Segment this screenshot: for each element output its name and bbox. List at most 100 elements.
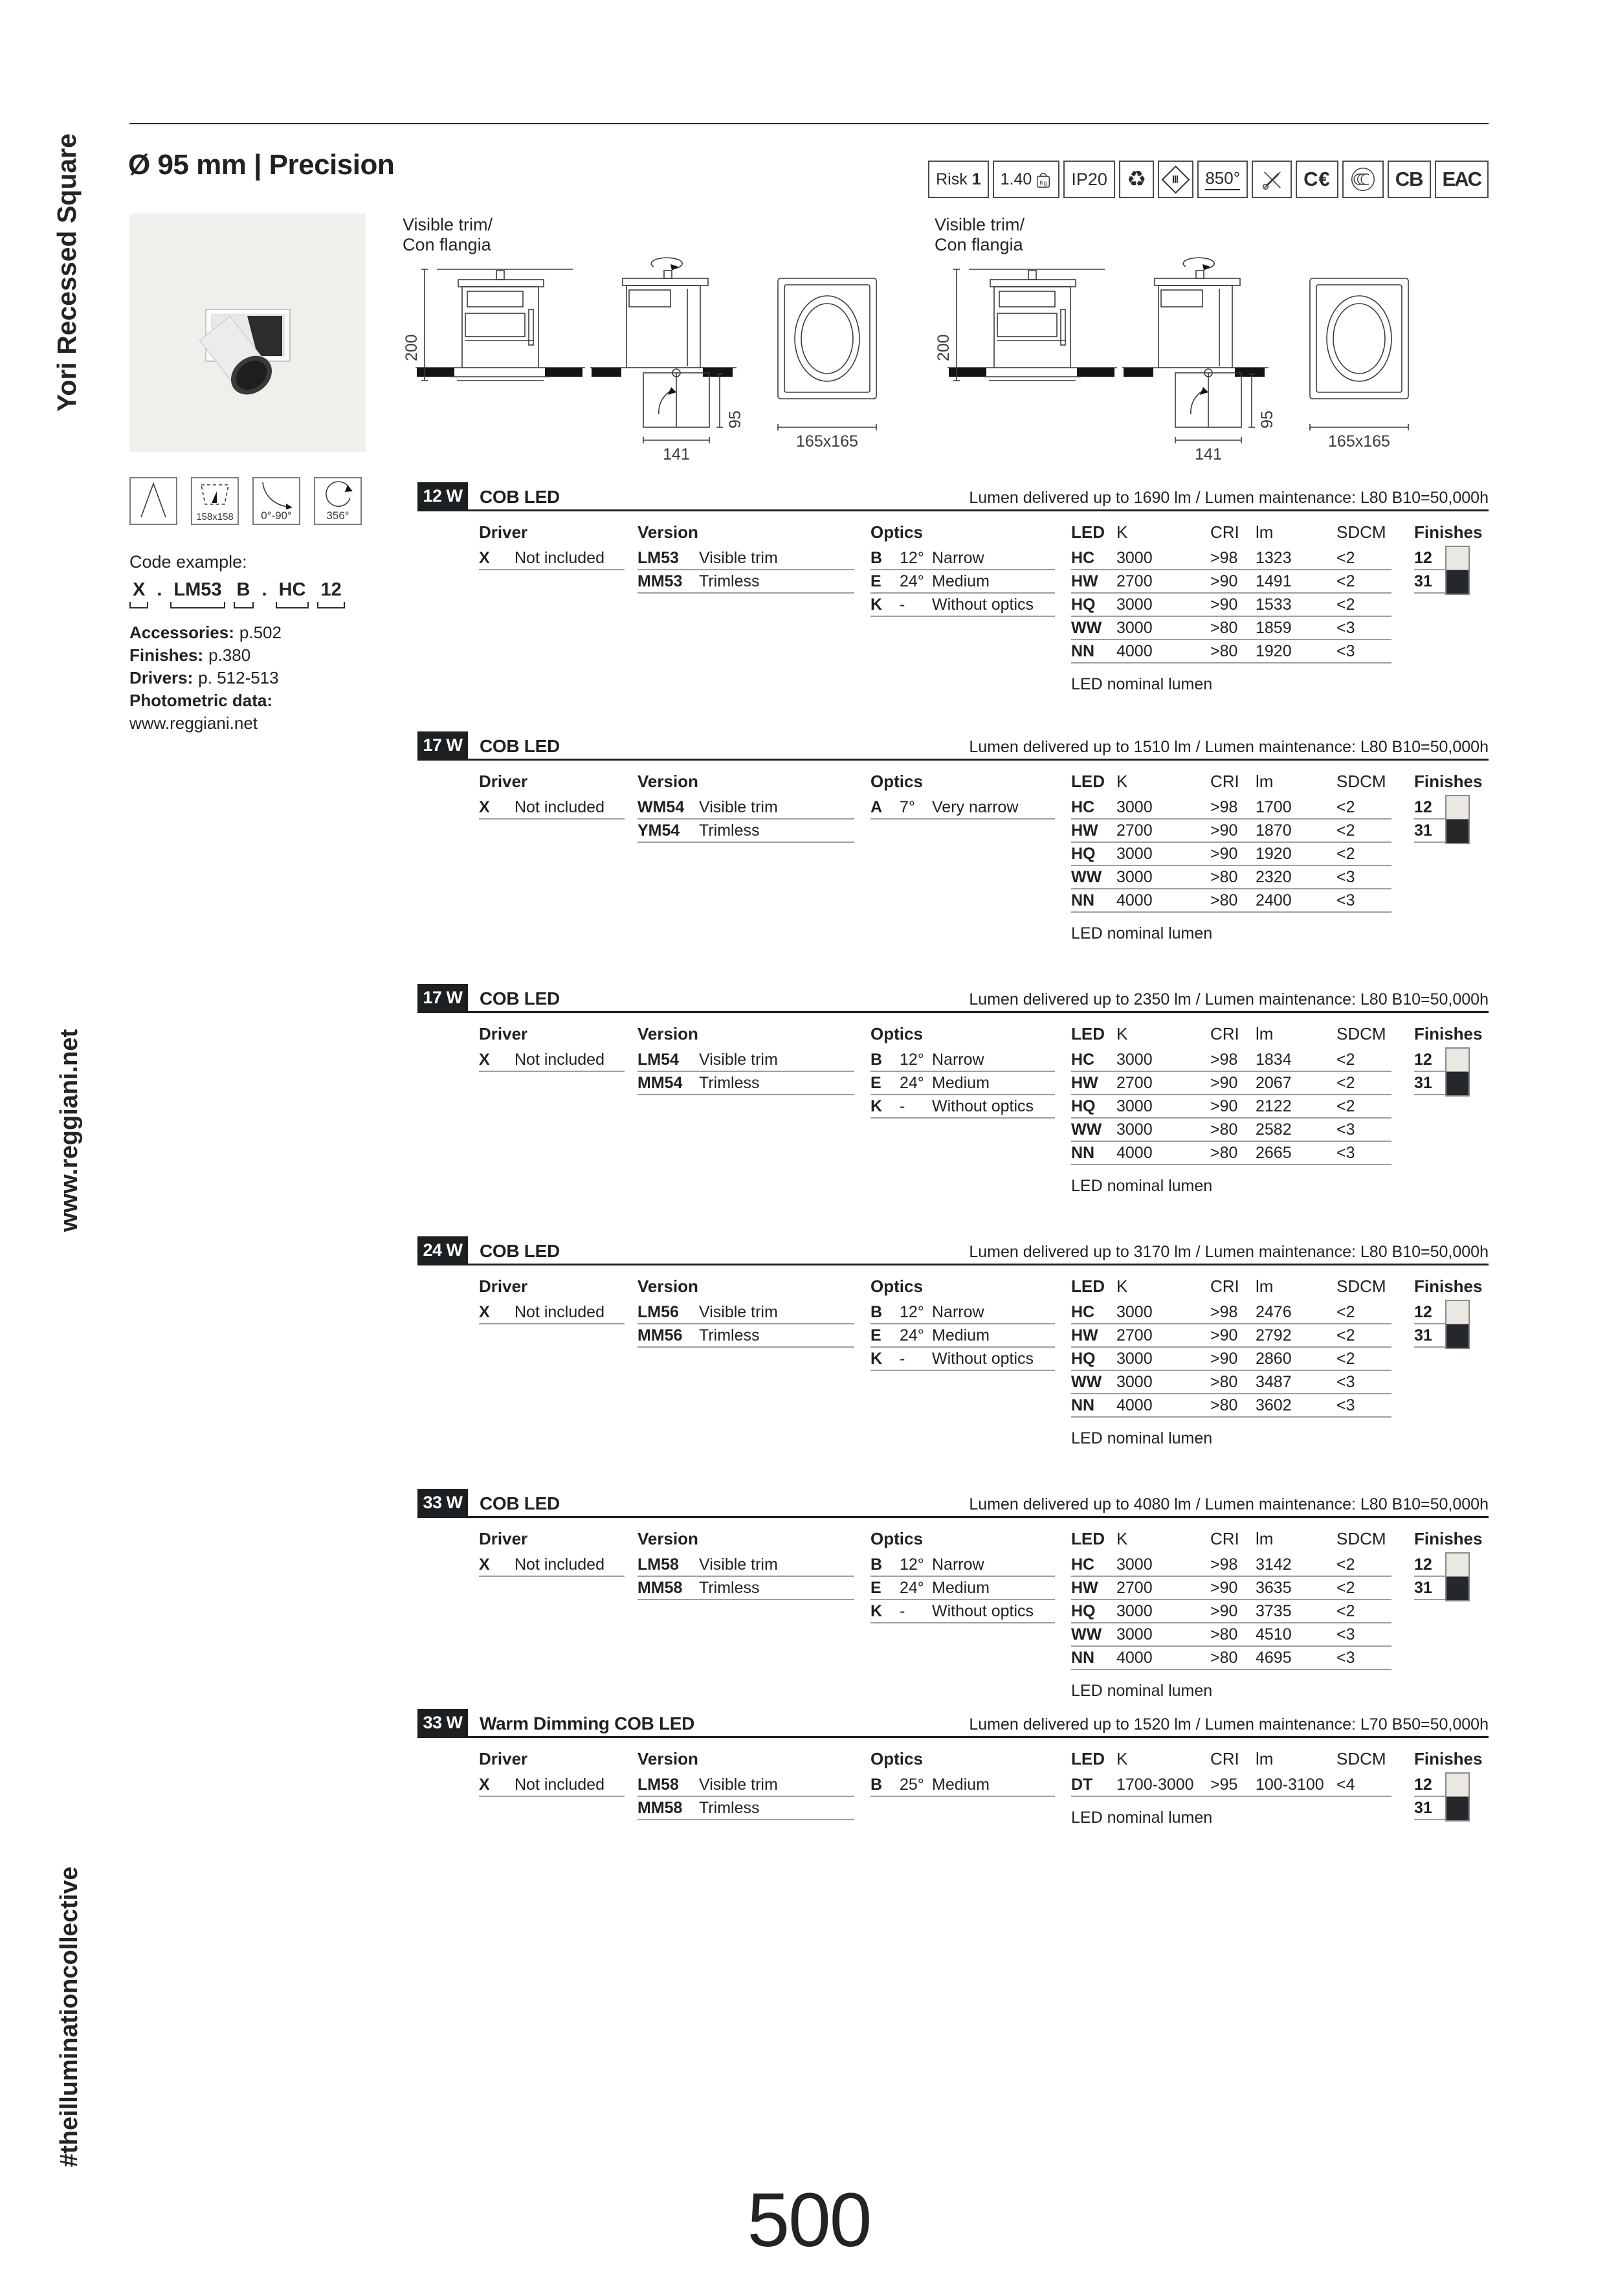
led-row: HW 2700 >90 2792 <2 [1071,1327,1391,1350]
led-cri: >80 [1210,1625,1238,1644]
optics-section: A 7° Very narrow [870,799,1055,822]
optics-section: B 25° Medium [870,1776,1055,1800]
finish-row: 12 [1414,799,1492,822]
led-row: NN 4000 >80 3602 <3 [1071,1397,1391,1420]
led-kelvin: 2700 [1116,1326,1153,1344]
led-code: HC [1071,1051,1095,1069]
version-name: Trimless [699,1074,760,1092]
optics-name: Without optics [932,1097,1034,1115]
col-version: Version [637,522,698,542]
row-divider [870,569,1055,570]
lumen-note: Lumen delivered up to 4080 lm / Lumen ma… [969,1495,1489,1513]
finish-swatch [1445,795,1470,844]
led-row: NN 4000 >80 2665 <3 [1071,1144,1391,1168]
led-cri: >98 [1210,549,1238,567]
row-divider [870,1094,1055,1095]
row-divider [1071,592,1391,594]
row-divider [1071,1164,1391,1165]
led-kelvin: 3000 [1116,798,1153,816]
finish-swatch-12 [1446,1049,1468,1072]
row-divider [1414,1071,1445,1072]
col-k: K [1116,1749,1128,1768]
row-divider [870,1796,1055,1797]
row-divider [1071,1796,1391,1797]
led-code: NN [1071,642,1095,660]
led-sdcm: <4 [1336,1776,1355,1794]
version-section: LM54 Visible trim MM54 Trimless [637,1051,854,1098]
table-title: COB LED [480,736,560,756]
led-row: HQ 3000 >90 3735 <2 [1071,1603,1391,1626]
led-sdcm: <2 [1336,549,1355,567]
finish-row: 31 [1414,573,1492,596]
row-divider [1071,1094,1391,1095]
driver-code: X [479,1051,490,1069]
led-cri: >90 [1210,1350,1238,1368]
driver-section: X Not included [479,1051,625,1075]
dim-depth: 95 [726,410,744,429]
led-row: WW 3000 >80 3487 <3 [1071,1374,1391,1397]
row-divider [1071,1323,1391,1324]
version-code: LM56 [637,1303,679,1321]
led-row: HQ 3000 >90 1533 <2 [1071,596,1391,619]
version-code: MM53 [637,572,683,590]
col-lm: lm [1256,1276,1274,1296]
row-divider [1414,818,1445,819]
driver-code: X [479,1776,490,1794]
finish-code: 31 [1414,1799,1432,1817]
driver-name: Not included [515,798,604,816]
optics-angle: 12° [900,1303,924,1321]
optics-code: E [870,1074,881,1092]
led-lumen: 1834 [1256,1051,1292,1069]
table-divider [417,1011,1489,1013]
led-kelvin: 4000 [1116,1396,1153,1414]
table-title: COB LED [480,1241,560,1261]
col-version: Version [637,1276,698,1296]
col-led: LED [1071,1529,1105,1548]
led-code: HC [1071,549,1095,567]
led-kelvin: 2700 [1116,821,1153,840]
led-lumen: 100-3100 [1256,1776,1324,1794]
led-nominal-note: LED nominal lumen [1071,1809,1213,1827]
version-row: MM53 Trimless [637,573,854,596]
table-divider [417,1264,1489,1265]
version-row: LM58 Visible trim [637,1776,854,1800]
tilt-range-icon: 0°-90° [252,477,300,525]
version-name: Trimless [699,821,760,840]
driver-row: X Not included [479,1776,625,1800]
led-row: WW 3000 >80 1859 <3 [1071,619,1391,643]
version-row: LM58 Visible trim [637,1556,854,1579]
col-optics: Optics [870,1276,923,1296]
row-divider [1414,1323,1445,1324]
col-optics: Optics [870,1749,923,1768]
row-divider [1071,818,1391,819]
power-table: 17 W COB LED Lumen delivered up to 2350 … [0,984,1618,1238]
finish-code: 12 [1414,1776,1432,1794]
optics-code: K [870,596,883,614]
finish-swatch-31 [1446,1324,1468,1348]
optics-name: Without optics [932,1350,1034,1368]
led-kelvin: 3000 [1116,1602,1153,1620]
finishes-section: 12 31 [1414,546,1492,596]
finish-code: 31 [1414,821,1432,840]
row-divider [1071,1416,1391,1418]
led-sdcm: <2 [1336,845,1355,863]
code-example: Code example: X . LM53 B . HC 12 [129,552,345,608]
finish-code: 12 [1414,549,1432,567]
finish-code: 12 [1414,1051,1432,1069]
version-name: Visible trim [699,1303,778,1321]
version-name: Visible trim [699,549,778,567]
optics-code: B [870,1303,883,1321]
optics-name: Narrow [932,1051,984,1069]
version-code: MM54 [637,1074,683,1092]
table-divider [417,759,1489,761]
drawing-caption: Visible trim/Con flangia [935,215,1025,254]
lumen-note: Lumen delivered up to 2350 lm / Lumen ma… [969,990,1489,1009]
version-code: YM54 [637,821,680,840]
version-section: LM58 Visible trim MM58 Trimless [637,1776,854,1823]
dim-width: 141 [1195,445,1222,463]
version-section: LM53 Visible trim MM53 Trimless [637,550,854,596]
optics-code: A [870,798,883,816]
wattage-badge: 33 W [417,1709,468,1736]
col-driver: Driver [479,1276,528,1296]
dim-depth: 95 [1258,410,1276,429]
